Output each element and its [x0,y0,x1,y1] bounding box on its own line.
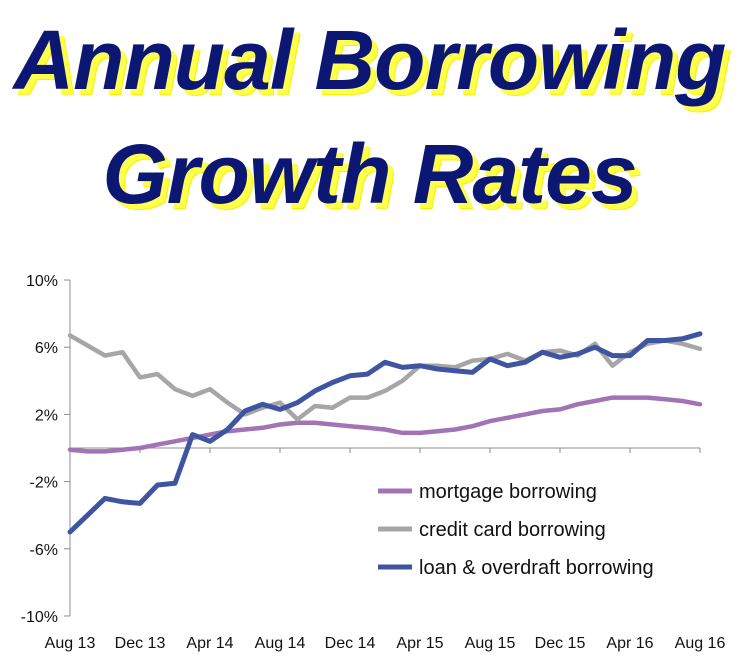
legend-label: credit card borrowing [419,519,606,541]
x-tick-label: Apr 15 [396,635,443,652]
series-line-2 [67,333,703,422]
x-axis: Aug 13 Dec 13 Apr 14 Aug 14 Dec 14 Apr 15 Aug … [45,447,726,652]
x-tick-label: Aug 15 [465,635,516,652]
legend-label: mortgage borrowing [419,481,597,503]
y-axis: -10% -6% -2% 2% 6% 10% [21,273,71,626]
x-tick-label: Dec 15 [535,635,586,652]
y-tick-label: -10% [21,609,58,626]
series-line-3 [67,331,703,535]
y-tick-label: 6% [35,340,58,357]
x-tick-label: Dec 14 [325,635,376,652]
legend: mortgage borrowing credit card borrowing l… [378,481,654,579]
y-tick-label: 2% [35,407,58,424]
title-block: Annual Borrowing Growth Rates [0,0,739,232]
x-tick-label: Aug 14 [255,635,306,652]
x-tick-label: Dec 13 [115,635,166,652]
chart-title-line-2: Growth Rates [102,127,637,221]
series-lines [67,331,703,535]
series-line-1 [67,395,703,454]
legend-label: loan & overdraft borrowing [419,557,654,579]
chart-title-line-1: Annual Borrowing [13,13,727,107]
x-tick-label: Aug 16 [675,635,726,652]
y-tick-label: 10% [26,273,58,290]
x-tick-label: Apr 16 [606,635,653,652]
y-tick-label: -2% [30,475,58,492]
line-chart: -10%-6%-2%2%6%10% Aug 13 Dec 13 Apr 14 Aug … [21,273,726,652]
x-tick-label: Apr 14 [186,635,233,652]
y-tick-label: -6% [30,542,58,559]
x-tick-label: Aug 13 [45,635,96,652]
